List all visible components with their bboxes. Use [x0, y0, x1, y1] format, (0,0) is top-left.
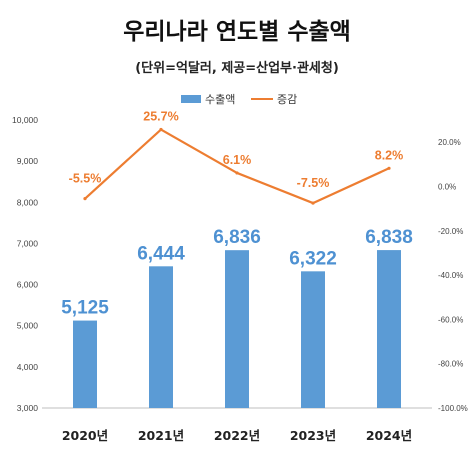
bar-value-label: 6,322: [289, 248, 337, 269]
y-right-tick-label: -20.0%: [438, 227, 463, 236]
bar-2022년: [225, 250, 249, 408]
x-category-label: 2022년: [214, 428, 260, 443]
growth-value-label: 25.7%: [143, 110, 178, 124]
growth-point: [235, 171, 239, 175]
x-category-label: 2023년: [290, 428, 336, 443]
growth-value-label: 6.1%: [223, 153, 252, 167]
y-right-tick-label: 0.0%: [438, 182, 456, 191]
y-right-tick-label: -80.0%: [438, 360, 463, 369]
y-right-tick-label: -40.0%: [438, 271, 463, 280]
bar-2024년: [377, 250, 401, 408]
growth-value-label: -7.5%: [297, 176, 330, 190]
y-left-tick-label: 10,000: [12, 115, 38, 125]
legend-bar-label: 수출액: [205, 93, 235, 106]
y-right-tick-label: 20.0%: [438, 138, 461, 147]
y-left-tick-label: 7,000: [17, 238, 39, 248]
growth-value-label: -5.5%: [69, 172, 102, 186]
growth-point: [311, 201, 315, 205]
x-category-label: 2021년: [138, 428, 184, 443]
chart-title: 우리나라 연도별 수출액: [123, 19, 351, 45]
growth-value-label: 8.2%: [375, 148, 404, 162]
y-left-tick-label: 6,000: [17, 280, 39, 290]
bar-value-label: 5,125: [61, 298, 109, 319]
y-left-tick-label: 5,000: [17, 321, 39, 331]
bar-value-label: 6,838: [365, 227, 413, 248]
y-left-tick-label: 8,000: [17, 197, 39, 207]
growth-point: [83, 197, 87, 201]
bar-value-label: 6,444: [137, 243, 185, 264]
bar-value-label: 6,836: [213, 227, 261, 248]
y-left-tick-label: 9,000: [17, 156, 39, 166]
bar-2021년: [149, 266, 173, 408]
y-left-tick-label: 4,000: [17, 362, 39, 372]
chart-subtitle: (단위=억달러, 제공=산업부·관세청): [135, 61, 339, 76]
growth-point: [387, 166, 391, 170]
growth-point: [159, 127, 163, 132]
bar-2020년: [73, 320, 97, 408]
y-right-tick-label: -60.0%: [438, 315, 463, 324]
y-right-tick-label: -100.0%: [438, 404, 468, 413]
legend-bar-swatch: [181, 95, 201, 103]
legend-line-label: 증감: [277, 93, 297, 106]
x-category-label: 2020년: [62, 428, 108, 443]
bar-2023년: [301, 271, 325, 408]
y-left-tick-label: 3,000: [17, 403, 39, 413]
x-category-label: 2024년: [366, 428, 412, 443]
